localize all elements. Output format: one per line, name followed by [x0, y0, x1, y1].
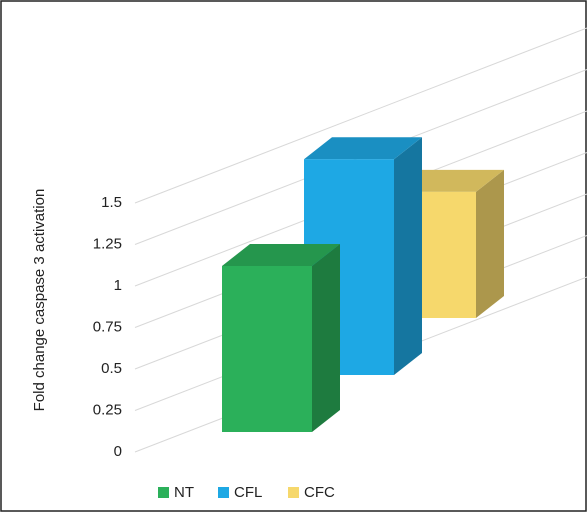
y-axis-title: Fold change caspase 3 activation: [31, 189, 48, 412]
legend-label: CFL: [234, 484, 262, 501]
y-tick-label: 1.25: [93, 235, 122, 252]
bar-3d: [222, 244, 340, 432]
y-tick-label: 0: [114, 443, 122, 460]
y-tick-label: 0.5: [101, 360, 122, 377]
y-tick-label: 1: [114, 277, 122, 294]
legend-swatch: [218, 487, 229, 498]
legend-label: NT: [174, 484, 194, 501]
y-tick-label: 0.25: [93, 401, 122, 418]
grid-line: [134, 27, 587, 204]
y-tick-label: 0.75: [93, 318, 122, 335]
bar-side: [394, 137, 422, 375]
legend-swatch: [158, 487, 169, 498]
bar-top: [304, 137, 422, 160]
bar-top: [222, 244, 340, 266]
legend-swatch: [288, 487, 299, 498]
bar-side: [312, 244, 340, 432]
y-tick-label: 1.5: [101, 194, 122, 211]
legend-label: CFC: [304, 484, 335, 501]
bar: [222, 266, 312, 432]
bar-side: [476, 169, 504, 318]
